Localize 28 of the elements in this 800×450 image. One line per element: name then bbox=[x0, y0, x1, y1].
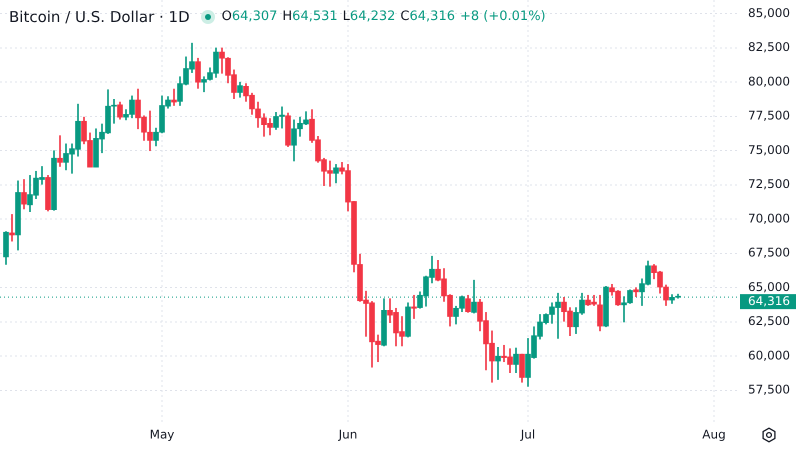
y-tick-label: 82,500 bbox=[748, 40, 790, 54]
ref-line-label: 64,316 bbox=[748, 294, 790, 308]
annotation: O64,307 bbox=[222, 9, 278, 25]
y-tick-label: 80,000 bbox=[748, 74, 790, 88]
candlestick bbox=[411, 294, 417, 319]
y-tick-label: 67,500 bbox=[748, 246, 790, 260]
y-tick-label: 85,000 bbox=[748, 6, 790, 20]
x-tick-label: Jun bbox=[338, 427, 358, 442]
candlestick bbox=[57, 135, 63, 167]
y-tick-label: 65,000 bbox=[748, 280, 790, 294]
y-tick-label: 57,500 bbox=[748, 382, 790, 397]
y-tick-label: 72,500 bbox=[748, 177, 790, 192]
y-tick-label: 77,500 bbox=[748, 108, 790, 123]
text: Bitcoin / U.S. Dollar · 1D bbox=[9, 8, 190, 26]
y-tick-label: 60,000 bbox=[748, 348, 790, 362]
annotation: L64,232 bbox=[342, 9, 396, 25]
y-tick-label: 70,000 bbox=[748, 211, 790, 226]
candlestick bbox=[495, 347, 501, 380]
y-tick-label: 62,500 bbox=[748, 314, 790, 328]
x-tick-label: Aug bbox=[702, 427, 726, 442]
y-tick-label: 75,000 bbox=[748, 142, 790, 157]
annotation: +8 (+0.01%) bbox=[460, 9, 546, 25]
candlestick bbox=[171, 88, 177, 106]
annotation: H64,531 bbox=[282, 9, 338, 25]
x-tick-label: May bbox=[150, 427, 174, 442]
x-tick-label: Jul bbox=[520, 427, 536, 442]
candlestick bbox=[9, 214, 15, 242]
annotation: C64,316 bbox=[400, 9, 455, 25]
